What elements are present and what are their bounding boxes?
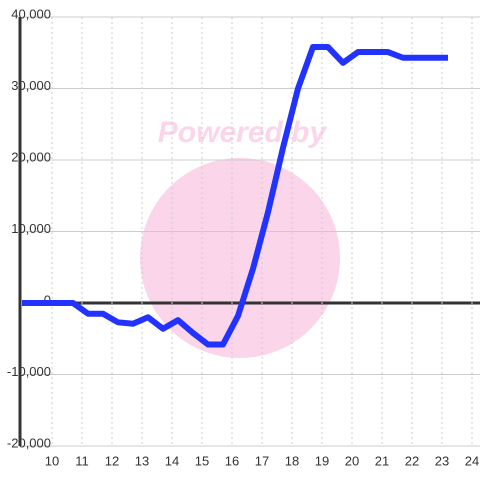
line xyxy=(22,44,448,348)
x-tick-label: 17 xyxy=(255,453,269,468)
x-tick-label: 10 xyxy=(45,453,59,468)
x-tick-label: 15 xyxy=(195,453,209,468)
x-tick-label: 14 xyxy=(165,453,179,468)
y-tick-label: 0 xyxy=(44,292,51,307)
x-tick-label: 16 xyxy=(225,453,239,468)
x-tick-label: 20 xyxy=(345,453,359,468)
x-tick-label: 13 xyxy=(135,453,149,468)
watermark-circle xyxy=(140,158,340,358)
x-tick-label: 18 xyxy=(285,453,299,468)
x-tick-label: 12 xyxy=(105,453,119,468)
y-tick-label: -20,000 xyxy=(7,435,51,450)
watermark: Powered by xyxy=(158,116,328,149)
y-tick-label: 30,000 xyxy=(11,78,51,93)
x-tick-label: 21 xyxy=(375,453,389,468)
x-tick-label: 11 xyxy=(75,453,89,468)
x-tick-label: 22 xyxy=(405,453,419,468)
y-tick-label: 40,000 xyxy=(11,6,51,21)
x-tick-label: 23 xyxy=(435,453,449,468)
x-tick-label: 19 xyxy=(315,453,329,468)
x-tick-label: 24 xyxy=(465,453,479,468)
y-tick-label: 10,000 xyxy=(11,221,51,236)
y-tick-label: 20,000 xyxy=(11,149,51,164)
y-tick-label: -10,000 xyxy=(7,364,51,379)
